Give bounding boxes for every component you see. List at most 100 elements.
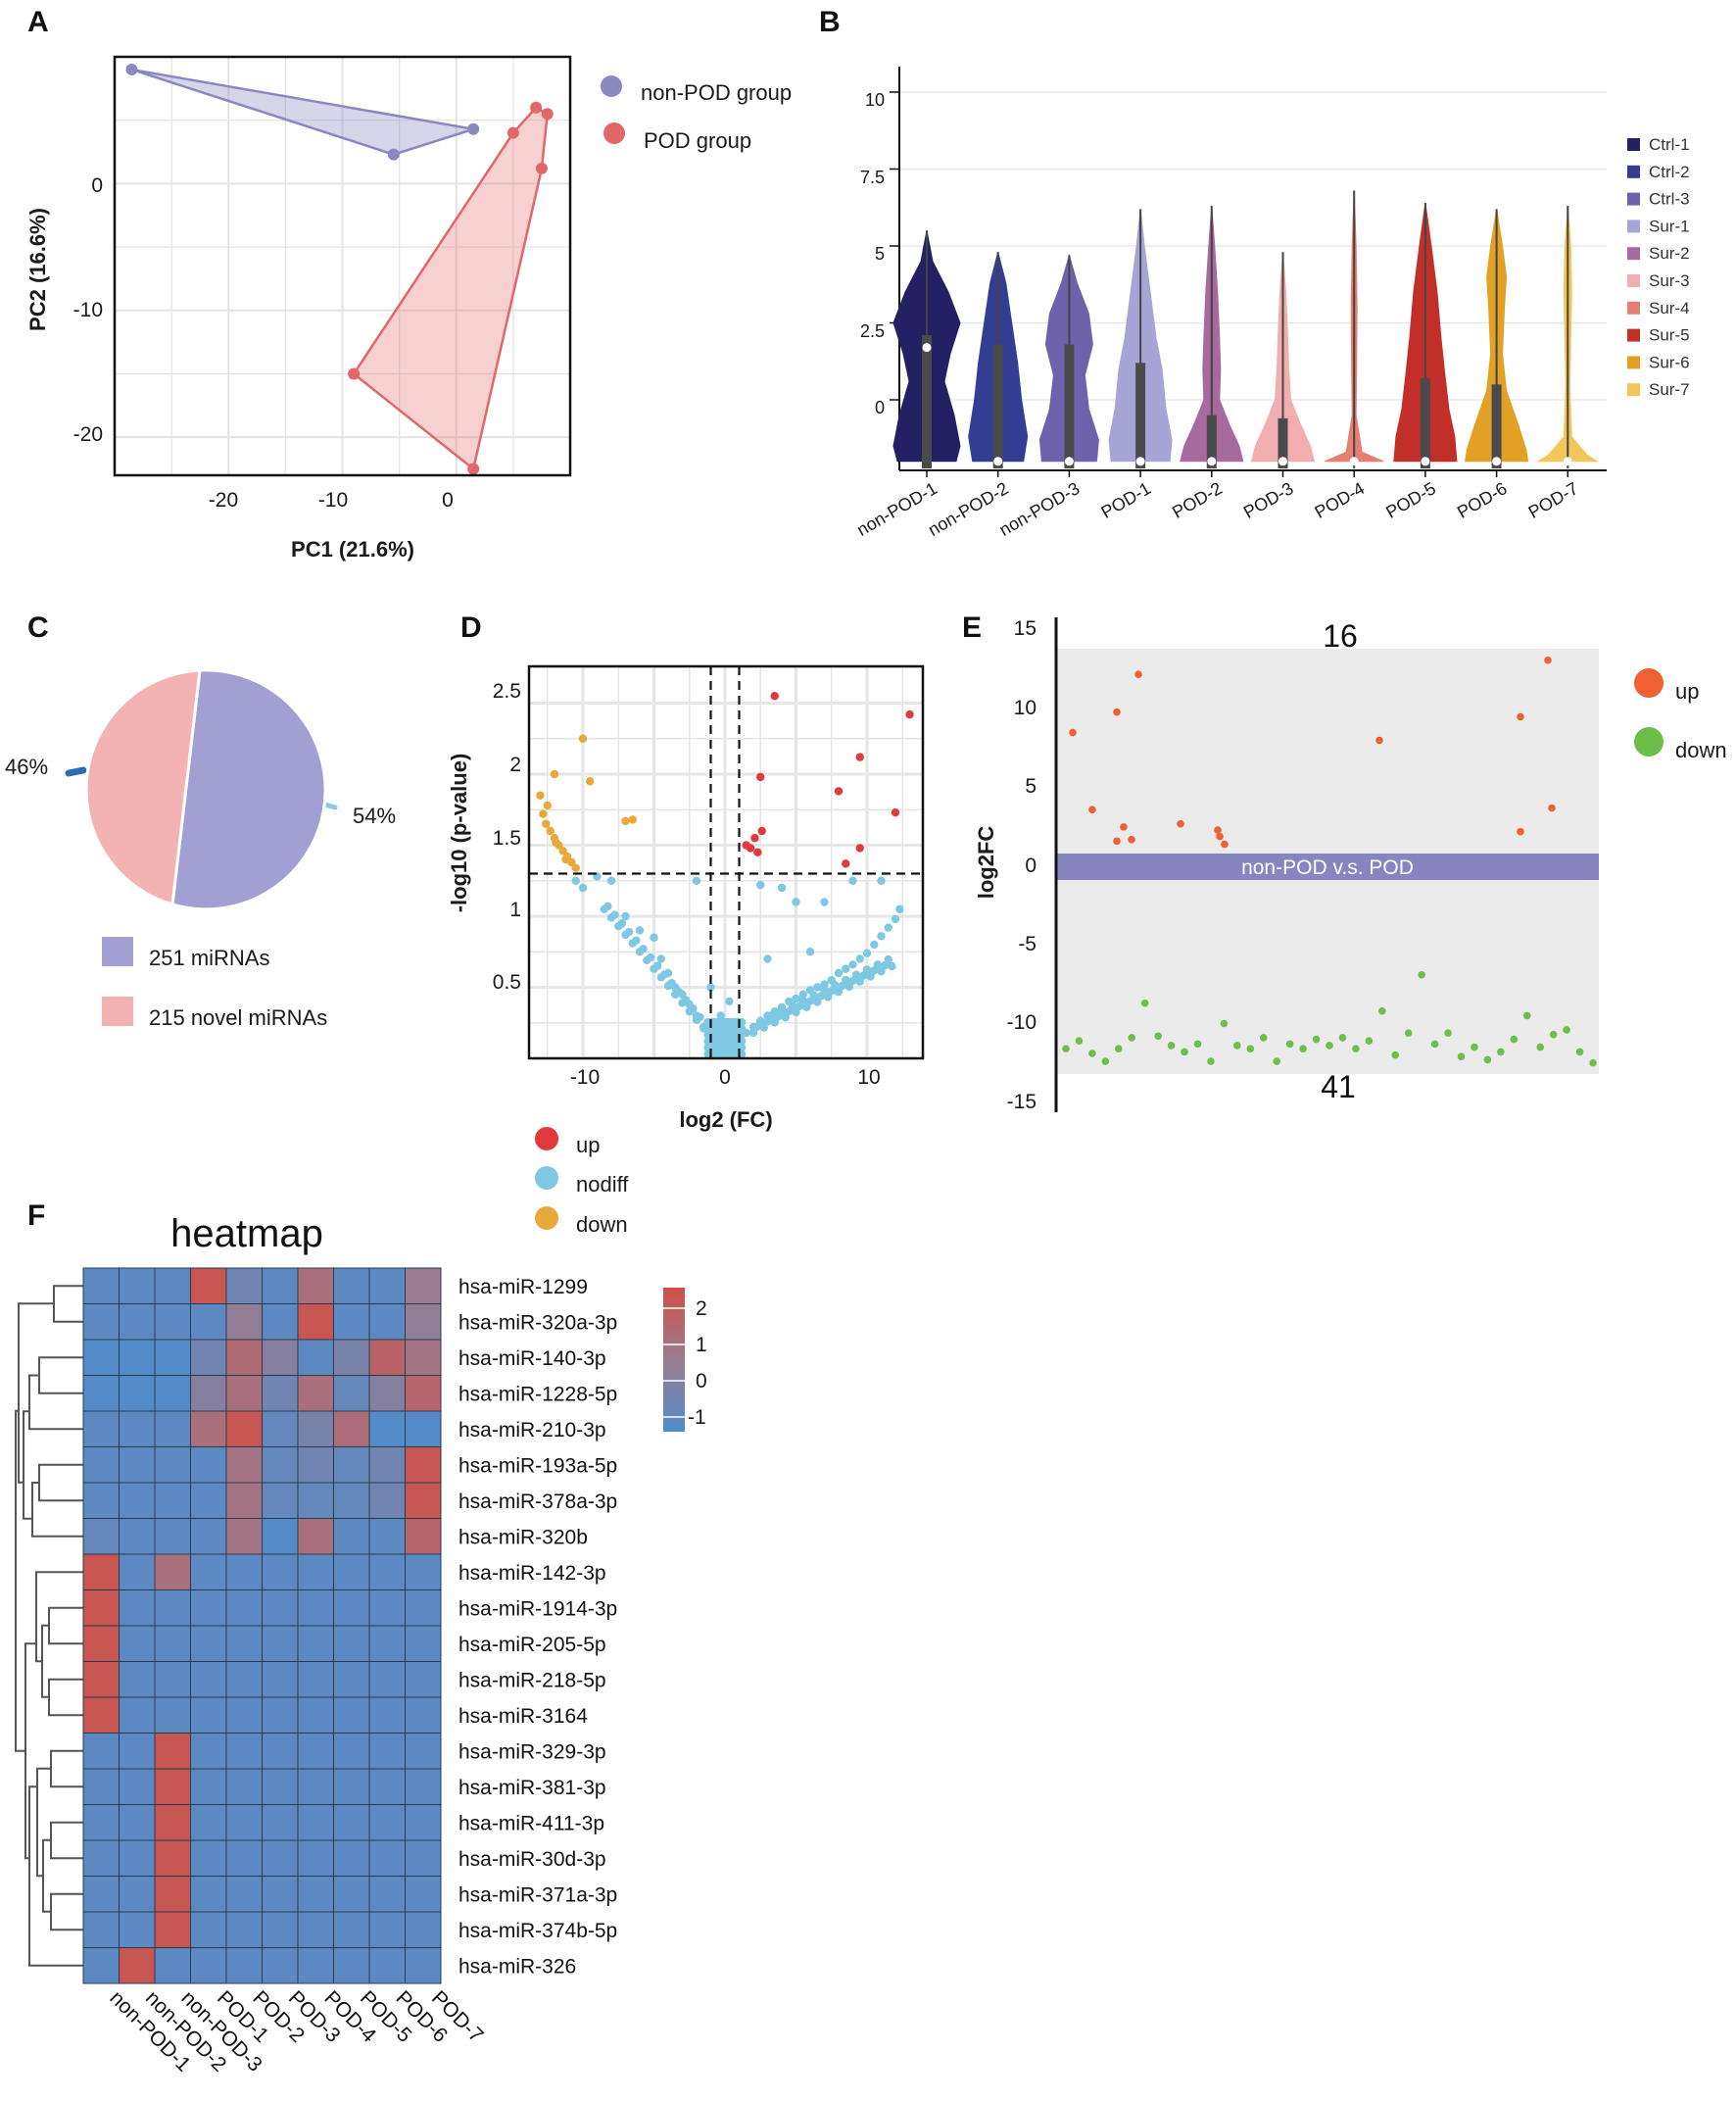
panel-a-xtick: 0 [442,489,454,512]
volcano-point-nodiff [752,1022,761,1032]
manhattan-point-down [1115,1045,1123,1052]
heatmap-cell [297,1553,334,1590]
manhattan-point-up [1134,670,1142,678]
legend-label-up: up [1675,679,1699,704]
heatmap-cell [190,1768,227,1805]
volcano-point-nodiff [635,926,645,935]
pca-point [348,367,361,380]
volcano-point-down [542,819,551,828]
volcano-point-nodiff [756,880,765,890]
heatmap-cell [368,1410,406,1447]
panel-c-label: C [27,611,49,644]
heatmap-cell [190,1661,227,1698]
dendrogram-branch [38,1463,83,1502]
heatmap-cell [82,1589,120,1627]
panel-b-xtick: POD-6 [1454,478,1511,522]
legend-swatch-non-pod [601,75,622,97]
heatmap-cell [368,1696,406,1734]
volcano-point-nodiff [706,983,715,992]
volcano-point-up [757,826,766,836]
manhattan-point-up [1221,840,1229,849]
hull-pod [352,106,550,471]
pca-point [387,148,400,161]
volcano-point-nodiff [766,1011,776,1020]
manhattan-point-up [1544,656,1552,664]
heatmap-cell [82,1804,120,1841]
dendrogram-branch [38,1356,83,1394]
volcano-point-nodiff [689,1004,698,1013]
manhattan-point-down [1233,1042,1241,1050]
panel-b-ytick: 10 [865,90,885,110]
violin-median [1349,457,1359,466]
panel-a-ytick: -20 [73,423,103,446]
volcano-point-nodiff [621,911,630,921]
heatmap-cell [190,1733,227,1770]
violin-median [1064,457,1074,466]
legend-label-sur-4: Sur-4 [1649,299,1690,318]
volcano-point-down [536,791,545,800]
volcano-point-nodiff [866,972,875,981]
heatmap-cell [154,1947,191,1984]
heatmap-cell [119,1804,156,1841]
panel-d-ylabel: -log10 (p-value) [447,754,471,913]
dendrogram-branch [41,1624,49,1698]
panel-a-xtick: -10 [318,489,348,512]
pie-legend-swatch-251 [102,937,133,966]
heatmap-cell [368,1911,406,1948]
heatmap-row-label: hsa-miR-381-3p [458,1777,606,1799]
heatmap-cell [333,1482,370,1519]
heatmap-cell [405,1804,442,1841]
heatmap-cell [297,1876,334,1913]
volcano-point-nodiff [617,919,627,928]
volcano-point-nodiff [820,898,829,906]
heatmap-color-scale: 2 1 0 -1 [663,1288,707,1432]
volcano-point-nodiff [571,876,580,885]
volcano-point-nodiff [805,997,815,1005]
volcano-point-nodiff [809,991,818,1000]
heatmap-row-labels: hsa-miR-1299 hsa-miR-320a-3p hsa-miR-140-3… [458,1276,617,1979]
manhattan-point-down [1352,1045,1360,1052]
heatmap-cell [333,1768,370,1805]
panel-e-ylabel: log2FC [974,826,998,900]
heatmap-cell [368,1876,406,1913]
panel-f: F heatmap hsa-miR-1299hsa-miR-320a-3phsa… [15,1199,707,2077]
panel-e-count-down: 41 [1321,1069,1356,1104]
panel-b-ytick: 7.5 [860,168,885,187]
volcano-point-nodiff [802,1002,811,1011]
heatmap-cell [82,1339,120,1376]
heatmap-cell [119,1911,156,1948]
manhattan-point-up [1548,804,1556,812]
heatmap-cell [154,1303,191,1341]
panel-e-ytick: 15 [1014,617,1037,640]
manhattan-point-down [1326,1042,1333,1050]
pca-point [467,122,480,135]
panel-d-ytick: 0.5 [493,971,521,994]
legend-label-sur-2: Sur-2 [1649,244,1690,263]
heatmap-cell [297,1446,334,1484]
legend-swatch-sur-5 [1627,328,1640,342]
heatmap-cell [190,1339,227,1376]
heatmap-cell [154,1804,191,1841]
heatmap-cell [119,1518,156,1555]
panel-d-label: D [460,611,482,644]
manhattan-point-up [1069,728,1077,737]
volcano-point-nodiff [844,982,854,992]
legend-label-sur-5: Sur-5 [1649,326,1690,345]
heatmap-row-label: hsa-miR-142-3p [458,1562,606,1585]
heatmap-cell [225,1303,263,1341]
panel-a-ylabel: PC2 (16.6%) [25,208,50,331]
panel-d-xtick: 10 [857,1066,880,1089]
panel-b-xtick: non-POD-3 [996,478,1084,540]
volcano-point-nodiff [759,1023,769,1032]
heatmap-cell [262,1696,299,1734]
panel-e: E non-POD v.s. POD 15 10 5 0 -5 -10 -15 … [962,611,1727,1113]
heatmap-cell [262,1839,299,1877]
volcano-point-nodiff [880,960,890,970]
color-scale-tick: 0 [696,1370,707,1393]
volcano-point-up [855,753,864,761]
heatmap-cell [190,1267,227,1304]
heatmap-row-label: hsa-miR-1299 [458,1276,588,1298]
panel-b-xtick: POD-1 [1097,478,1154,522]
volcano-point-down [586,777,595,786]
volcano-point-nodiff [681,996,691,1004]
